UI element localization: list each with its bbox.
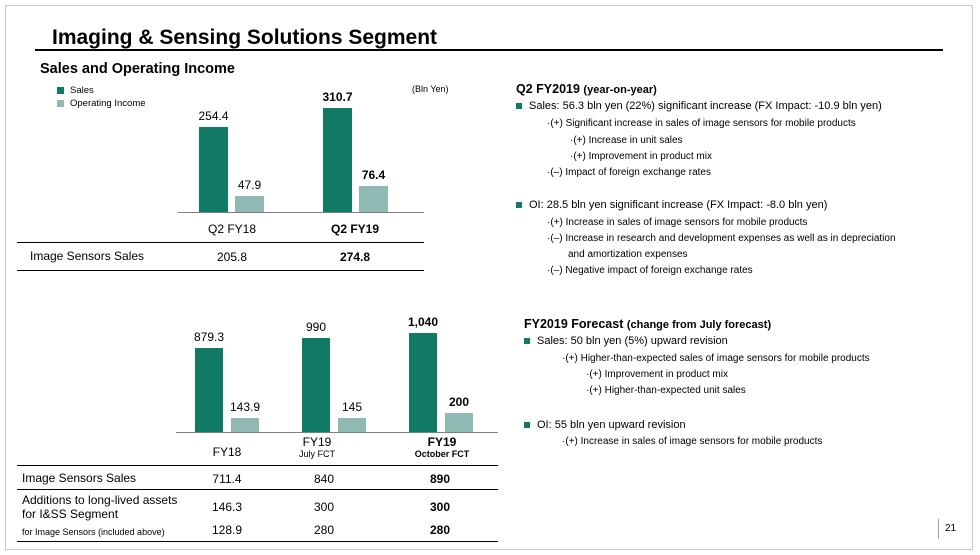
q2-sales-text: Sales: 56.3 bln yen (22%) significant in…: [529, 100, 882, 112]
q2-heading: Q2 FY2019 (year-on-year): [516, 82, 657, 96]
bottom-table-rule-1: [17, 465, 498, 466]
label-oi-q2fy19: 76.4: [361, 168, 386, 183]
q2-oi-bullet: OI: 28.5 bln yen significant increase (F…: [516, 199, 827, 211]
q2-sales-sub-3: ·(+) Improvement in product mix: [570, 151, 712, 162]
bottom-table-row1-july: 840: [313, 472, 335, 486]
forecast-heading: FY2019 Forecast (change from July foreca…: [524, 317, 771, 331]
legend-swatch-sales: [57, 87, 64, 94]
q2-oi-sub-2: ·(–) Increase in research and developmen…: [547, 233, 896, 244]
bar-sales-fy18: [195, 348, 223, 432]
page-number: 21: [945, 523, 957, 534]
q2-oi-sub-4: ·(–) Negative impact of foreign exchange…: [547, 265, 753, 276]
chart-legend: Sales Operating Income: [57, 84, 146, 110]
bottom-category-fy18: FY18: [212, 445, 242, 459]
label-sales-fy19-july: 990: [305, 319, 327, 334]
unit-label: (Bln Yen): [412, 84, 449, 94]
bottom-category-fy19-july-main: FY19: [302, 435, 332, 449]
top-category-q2fy19: Q2 FY19: [330, 222, 380, 236]
q2-sales-sub-1: ·(+) Significant increase in sales of im…: [547, 118, 856, 129]
bar-sales-fy19-july: [302, 337, 330, 432]
top-category-q2fy18: Q2 FY18: [207, 222, 257, 236]
forecast-sales-sub-1: ·(+) Higher-than-expected sales of image…: [562, 353, 870, 364]
legend-label-oi: Operating Income: [70, 98, 146, 109]
bar-oi-fy19-october: [445, 412, 473, 432]
bar-oi-q2fy19: [359, 186, 388, 212]
forecast-oi-bullet: OI: 55 bln yen upward revision: [524, 419, 686, 431]
bottom-table-row2-july: 300: [313, 500, 335, 514]
bottom-table-row3-fy18: 128.9: [211, 523, 243, 537]
label-oi-fy19-october: 200: [448, 394, 470, 409]
label-sales-q2fy18: 254.4: [198, 108, 229, 123]
section-title: Sales and Operating Income: [40, 61, 235, 77]
bottom-table-row1-fy18: 711.4: [212, 472, 242, 486]
bottom-category-fy19-october-main: FY19: [427, 435, 457, 449]
label-oi-fy19-july: 145: [341, 400, 363, 415]
title-divider: [35, 49, 943, 51]
top-table-cell-q2fy19: 274.8: [339, 250, 371, 264]
forecast-oi-text: OI: 55 bln yen upward revision: [537, 419, 686, 431]
legend-item-sales: Sales: [57, 84, 146, 97]
bottom-category-fy19-july: FY19 July FCT: [272, 436, 362, 460]
bar-sales-q2fy18: [199, 126, 228, 212]
bottom-category-fy19-october-sub: October FCT: [414, 449, 470, 459]
bottom-table-row2-label: Additions to long-lived assets for I&SS …: [22, 493, 177, 521]
legend-item-oi: Operating Income: [57, 97, 146, 110]
q2-sales-sub-2: ·(+) Increase in unit sales: [570, 135, 683, 146]
q2-title-paren: (year-on-year): [583, 84, 657, 96]
label-sales-fy19-october: 1,040: [407, 314, 439, 329]
bar-oi-fy19-july: [338, 418, 366, 432]
q2-oi-sub-1: ·(+) Increase in sales of image sensors …: [547, 217, 808, 228]
bottom-table-row3-october: 280: [429, 523, 451, 537]
bottom-table-row2-october: 300: [429, 500, 451, 514]
bullet-square-icon: [524, 338, 530, 344]
forecast-sales-sub-2: ·(+) Improvement in product mix: [586, 369, 728, 380]
bottom-table-row2-label-line2: for I&SS Segment: [22, 507, 119, 521]
bar-sales-q2fy19: [323, 107, 352, 212]
top-table-rule-top: [17, 242, 424, 243]
top-table-rule-bottom: [17, 270, 424, 271]
top-table-row-label: Image Sensors Sales: [30, 249, 145, 263]
label-sales-fy18: 879.3: [193, 330, 225, 345]
bar-oi-fy18: [231, 418, 259, 432]
bar-sales-fy19-october: [409, 332, 437, 432]
slide-title: Imaging & Sensing Solutions Segment: [52, 26, 438, 49]
slide-frame: [5, 5, 973, 550]
bottom-table-rule-2: [17, 489, 498, 490]
bottom-chart-axis: [176, 432, 498, 433]
forecast-sales-text: Sales: 50 bln yen (5%) upward revision: [537, 335, 728, 347]
bullet-square-icon: [516, 103, 522, 109]
bottom-table-row1-october: 890: [429, 472, 451, 486]
bar-oi-q2fy18: [235, 195, 264, 212]
forecast-oi-sub-1: ·(+) Increase in sales of image sensors …: [562, 436, 823, 447]
forecast-title: FY2019 Forecast: [524, 317, 624, 331]
top-table-cell-q2fy18: 205.8: [216, 250, 248, 264]
bullet-square-icon: [516, 202, 522, 208]
bullet-square-icon: [524, 422, 530, 428]
legend-label-sales: Sales: [70, 85, 94, 96]
legend-swatch-oi: [57, 100, 64, 107]
q2-oi-text: OI: 28.5 bln yen significant increase (F…: [529, 199, 828, 211]
bottom-table-row3-july: 280: [313, 523, 335, 537]
label-sales-q2fy19: 310.7: [322, 89, 353, 104]
forecast-sales-sub-3: ·(+) Higher-than-expected unit sales: [586, 385, 746, 396]
label-oi-q2fy18: 47.9: [237, 177, 262, 192]
top-chart-axis: [178, 212, 424, 213]
q2-sales-bullet: Sales: 56.3 bln yen (22%) significant in…: [516, 100, 882, 112]
label-oi-fy18: 143.9: [229, 400, 261, 415]
forecast-sales-bullet: Sales: 50 bln yen (5%) upward revision: [524, 335, 728, 347]
page-number-divider: [938, 519, 939, 539]
bottom-table-row2-label-line1: Additions to long-lived assets: [22, 493, 178, 507]
bottom-category-fy19-july-sub: July FCT: [299, 449, 335, 459]
bottom-table-rule-bottom: [17, 541, 498, 542]
bottom-table-row2-fy18: 146.3: [211, 500, 243, 514]
bottom-table-row1-label: Image Sensors Sales: [22, 471, 137, 485]
q2-oi-sub-3: and amortization expenses: [568, 249, 688, 260]
bottom-category-fy19-october: FY19 October FCT: [397, 436, 487, 460]
q2-title: Q2 FY2019: [516, 82, 580, 96]
forecast-title-paren: (change from July forecast): [626, 319, 772, 331]
bottom-table-row3-label: for Image Sensors (included above): [22, 527, 165, 537]
q2-sales-sub-4: ·(–) Impact of foreign exchange rates: [547, 167, 711, 178]
